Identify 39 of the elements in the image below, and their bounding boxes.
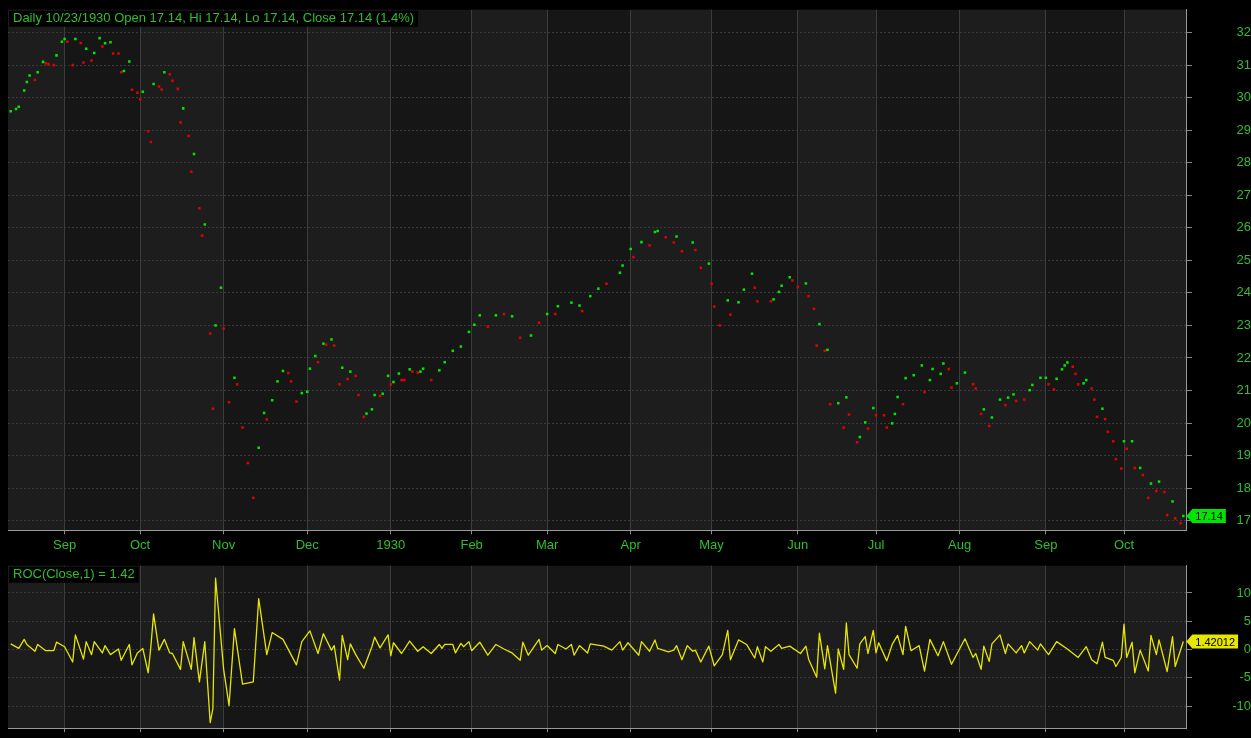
y-tick-label: 20 xyxy=(1236,414,1251,430)
x-tick-label: Feb xyxy=(460,536,483,552)
y-tick-label: 26 xyxy=(1236,219,1251,235)
y-tick-label: 19 xyxy=(1236,447,1251,463)
x-tick-label: Sep xyxy=(53,536,77,552)
x-tick-label: May xyxy=(699,536,725,552)
y-tick-label: 18 xyxy=(1236,479,1251,495)
y-tick-label: 25 xyxy=(1236,251,1251,267)
x-tick-label: Oct xyxy=(129,536,151,552)
chart-title: Daily 10/23/1930 Open 17.14, Hi 17.14, Lo 17.14, Close 17.14 (1.4%) xyxy=(13,10,415,26)
y-tick-label: 5 xyxy=(1243,612,1251,628)
annotation: 17.14 xyxy=(1195,510,1223,523)
y-tick-label: 28 xyxy=(1236,154,1251,170)
x-tick-label: Aug xyxy=(947,536,972,552)
x-tick-label: Apr xyxy=(620,536,642,552)
x-tick-label: Dec xyxy=(295,536,320,552)
x-tick-label: Jun xyxy=(787,536,809,552)
x-tick-label: Jul xyxy=(867,536,885,552)
y-tick-label: 23 xyxy=(1236,316,1251,332)
x-tick-label: Nov xyxy=(212,536,236,552)
x-tick-label: Sep xyxy=(1034,536,1058,552)
y-tick-label: -10 xyxy=(1232,697,1251,713)
y-tick-label: 31 xyxy=(1236,56,1251,72)
x-tick-label: 1930 xyxy=(376,536,406,552)
y-tick-label: 32 xyxy=(1236,24,1251,40)
y-tick-label: 29 xyxy=(1236,121,1251,137)
y-tick-label: 10 xyxy=(1236,584,1251,600)
y-tick-label: 24 xyxy=(1236,284,1251,300)
y-tick-label: 17 xyxy=(1236,512,1251,528)
y-tick-label: 0 xyxy=(1243,641,1251,657)
y-tick-label: 22 xyxy=(1236,349,1251,365)
chart-title: ROC(Close,1) = 1.42 xyxy=(13,566,135,582)
y-tick-label: 27 xyxy=(1236,186,1251,202)
x-tick-label: Mar xyxy=(535,536,559,552)
x-tick-label: Oct xyxy=(1113,536,1135,552)
y-tick-label: 30 xyxy=(1236,89,1251,105)
y-tick-label: 21 xyxy=(1236,382,1251,398)
annotation: 1.42012 xyxy=(1195,635,1236,648)
y-tick-label: -5 xyxy=(1239,669,1251,685)
